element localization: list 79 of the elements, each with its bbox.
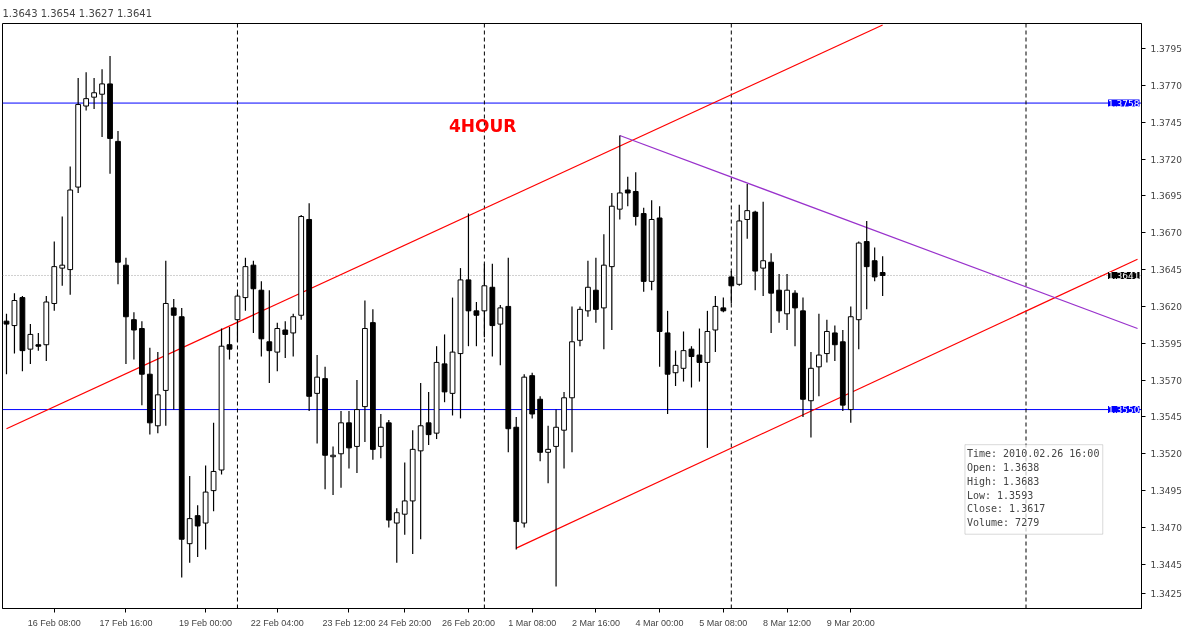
candlestick	[760, 201, 767, 297]
y-tick-label: 1.3745	[1150, 117, 1182, 128]
annotation: Volume: 7279	[966, 517, 1040, 529]
chart-title: 1.3643 1.3654 1.3627 1.3641	[2, 7, 152, 19]
ref-line-label: 1.3641	[1108, 270, 1140, 281]
candlestick	[624, 176, 631, 207]
y-tick-label: 1.3695	[1150, 191, 1182, 202]
y-tick-label: 1.3670	[1150, 228, 1183, 239]
candlestick	[879, 255, 886, 297]
ref-line-label: 1.3550	[1108, 405, 1140, 416]
annotation: 4HOUR	[448, 115, 517, 136]
ref-line-label: 1.3758	[1108, 98, 1140, 109]
candlestick	[131, 311, 137, 361]
candlestick	[274, 322, 281, 372]
candlestick	[91, 77, 97, 110]
y-tick-label: 1.3795	[1150, 44, 1182, 55]
x-tick-label: 9 Mar 20:00	[826, 617, 875, 628]
annotation: Open: 1.3638	[966, 462, 1040, 474]
y-tick-label: 1.3445	[1150, 559, 1182, 570]
candlestick	[401, 462, 408, 536]
candlestick	[616, 134, 623, 221]
candlestick	[59, 215, 66, 287]
candlestick	[553, 408, 559, 587]
candlestick	[816, 313, 822, 397]
candlestick	[393, 507, 400, 564]
candlestick	[744, 183, 751, 240]
candlestick	[871, 246, 878, 282]
candlestick	[330, 445, 336, 496]
x-tick-label: 1 Mar 08:00	[508, 617, 557, 628]
x-tick-label: 17 Feb 16:00	[99, 617, 153, 628]
candlestick	[170, 298, 177, 411]
candlestick	[425, 391, 432, 446]
candlestick	[593, 257, 599, 324]
y-tick-label: 1.3570	[1150, 375, 1183, 386]
candlestick	[776, 273, 782, 324]
y-tick-label: 1.3770	[1150, 80, 1183, 91]
annotation: Close: 1.3617	[966, 503, 1046, 515]
candlestick	[83, 71, 90, 112]
candlestick	[377, 413, 384, 459]
candlestick	[712, 295, 719, 353]
y-tick-label: 1.3620	[1150, 301, 1183, 312]
candlestick	[831, 324, 838, 362]
candlestick	[99, 68, 105, 138]
x-tick-label: 16 Feb 08:00	[27, 617, 81, 628]
annotation: Time: 2010.02.26 16:00	[966, 448, 1100, 460]
x-tick-label: 8 Mar 12:00	[763, 617, 812, 628]
candlestick	[250, 260, 257, 334]
candlestick	[585, 260, 591, 318]
x-tick-label: 24 Feb 20:00	[378, 617, 432, 628]
x-tick-label: 22 Feb 04:00	[250, 617, 304, 628]
candlestick	[497, 304, 504, 366]
candlestick	[784, 273, 790, 331]
y-tick-label: 1.3470	[1150, 522, 1183, 533]
x-tick-label: 5 Mar 08:00	[699, 617, 748, 628]
candlestick	[314, 354, 321, 445]
y-tick-label: 1.3495	[1150, 486, 1182, 497]
candlestick	[792, 289, 798, 347]
x-tick-label: 19 Feb 00:00	[179, 617, 233, 628]
y-tick-label: 1.3645	[1150, 265, 1182, 276]
x-tick-label: 23 Feb 12:00	[322, 617, 376, 628]
x-tick-label: 2 Mar 16:00	[571, 617, 620, 628]
candlestick	[290, 313, 297, 358]
y-tick-label: 1.3545	[1150, 412, 1182, 423]
candlestick	[545, 425, 551, 484]
candlestick	[194, 504, 201, 558]
annotation: High: 1.3683	[966, 475, 1040, 487]
candlestick	[282, 320, 289, 359]
y-tick-label: 1.3595	[1150, 338, 1182, 349]
y-tick-label: 1.3720	[1150, 154, 1183, 165]
x-tick-label: 4 Mar 00:00	[635, 617, 684, 628]
candlestick	[823, 319, 830, 364]
annotation: Low: 1.3593	[966, 489, 1034, 501]
y-tick-label: 1.3425	[1150, 589, 1182, 600]
x-tick-label: 26 Feb 20:00	[441, 617, 495, 628]
candlestick	[266, 289, 273, 384]
y-tick-label: 1.3520	[1150, 449, 1183, 460]
candlestick	[27, 323, 34, 365]
candlestick	[473, 301, 480, 347]
candlestick	[210, 422, 217, 512]
